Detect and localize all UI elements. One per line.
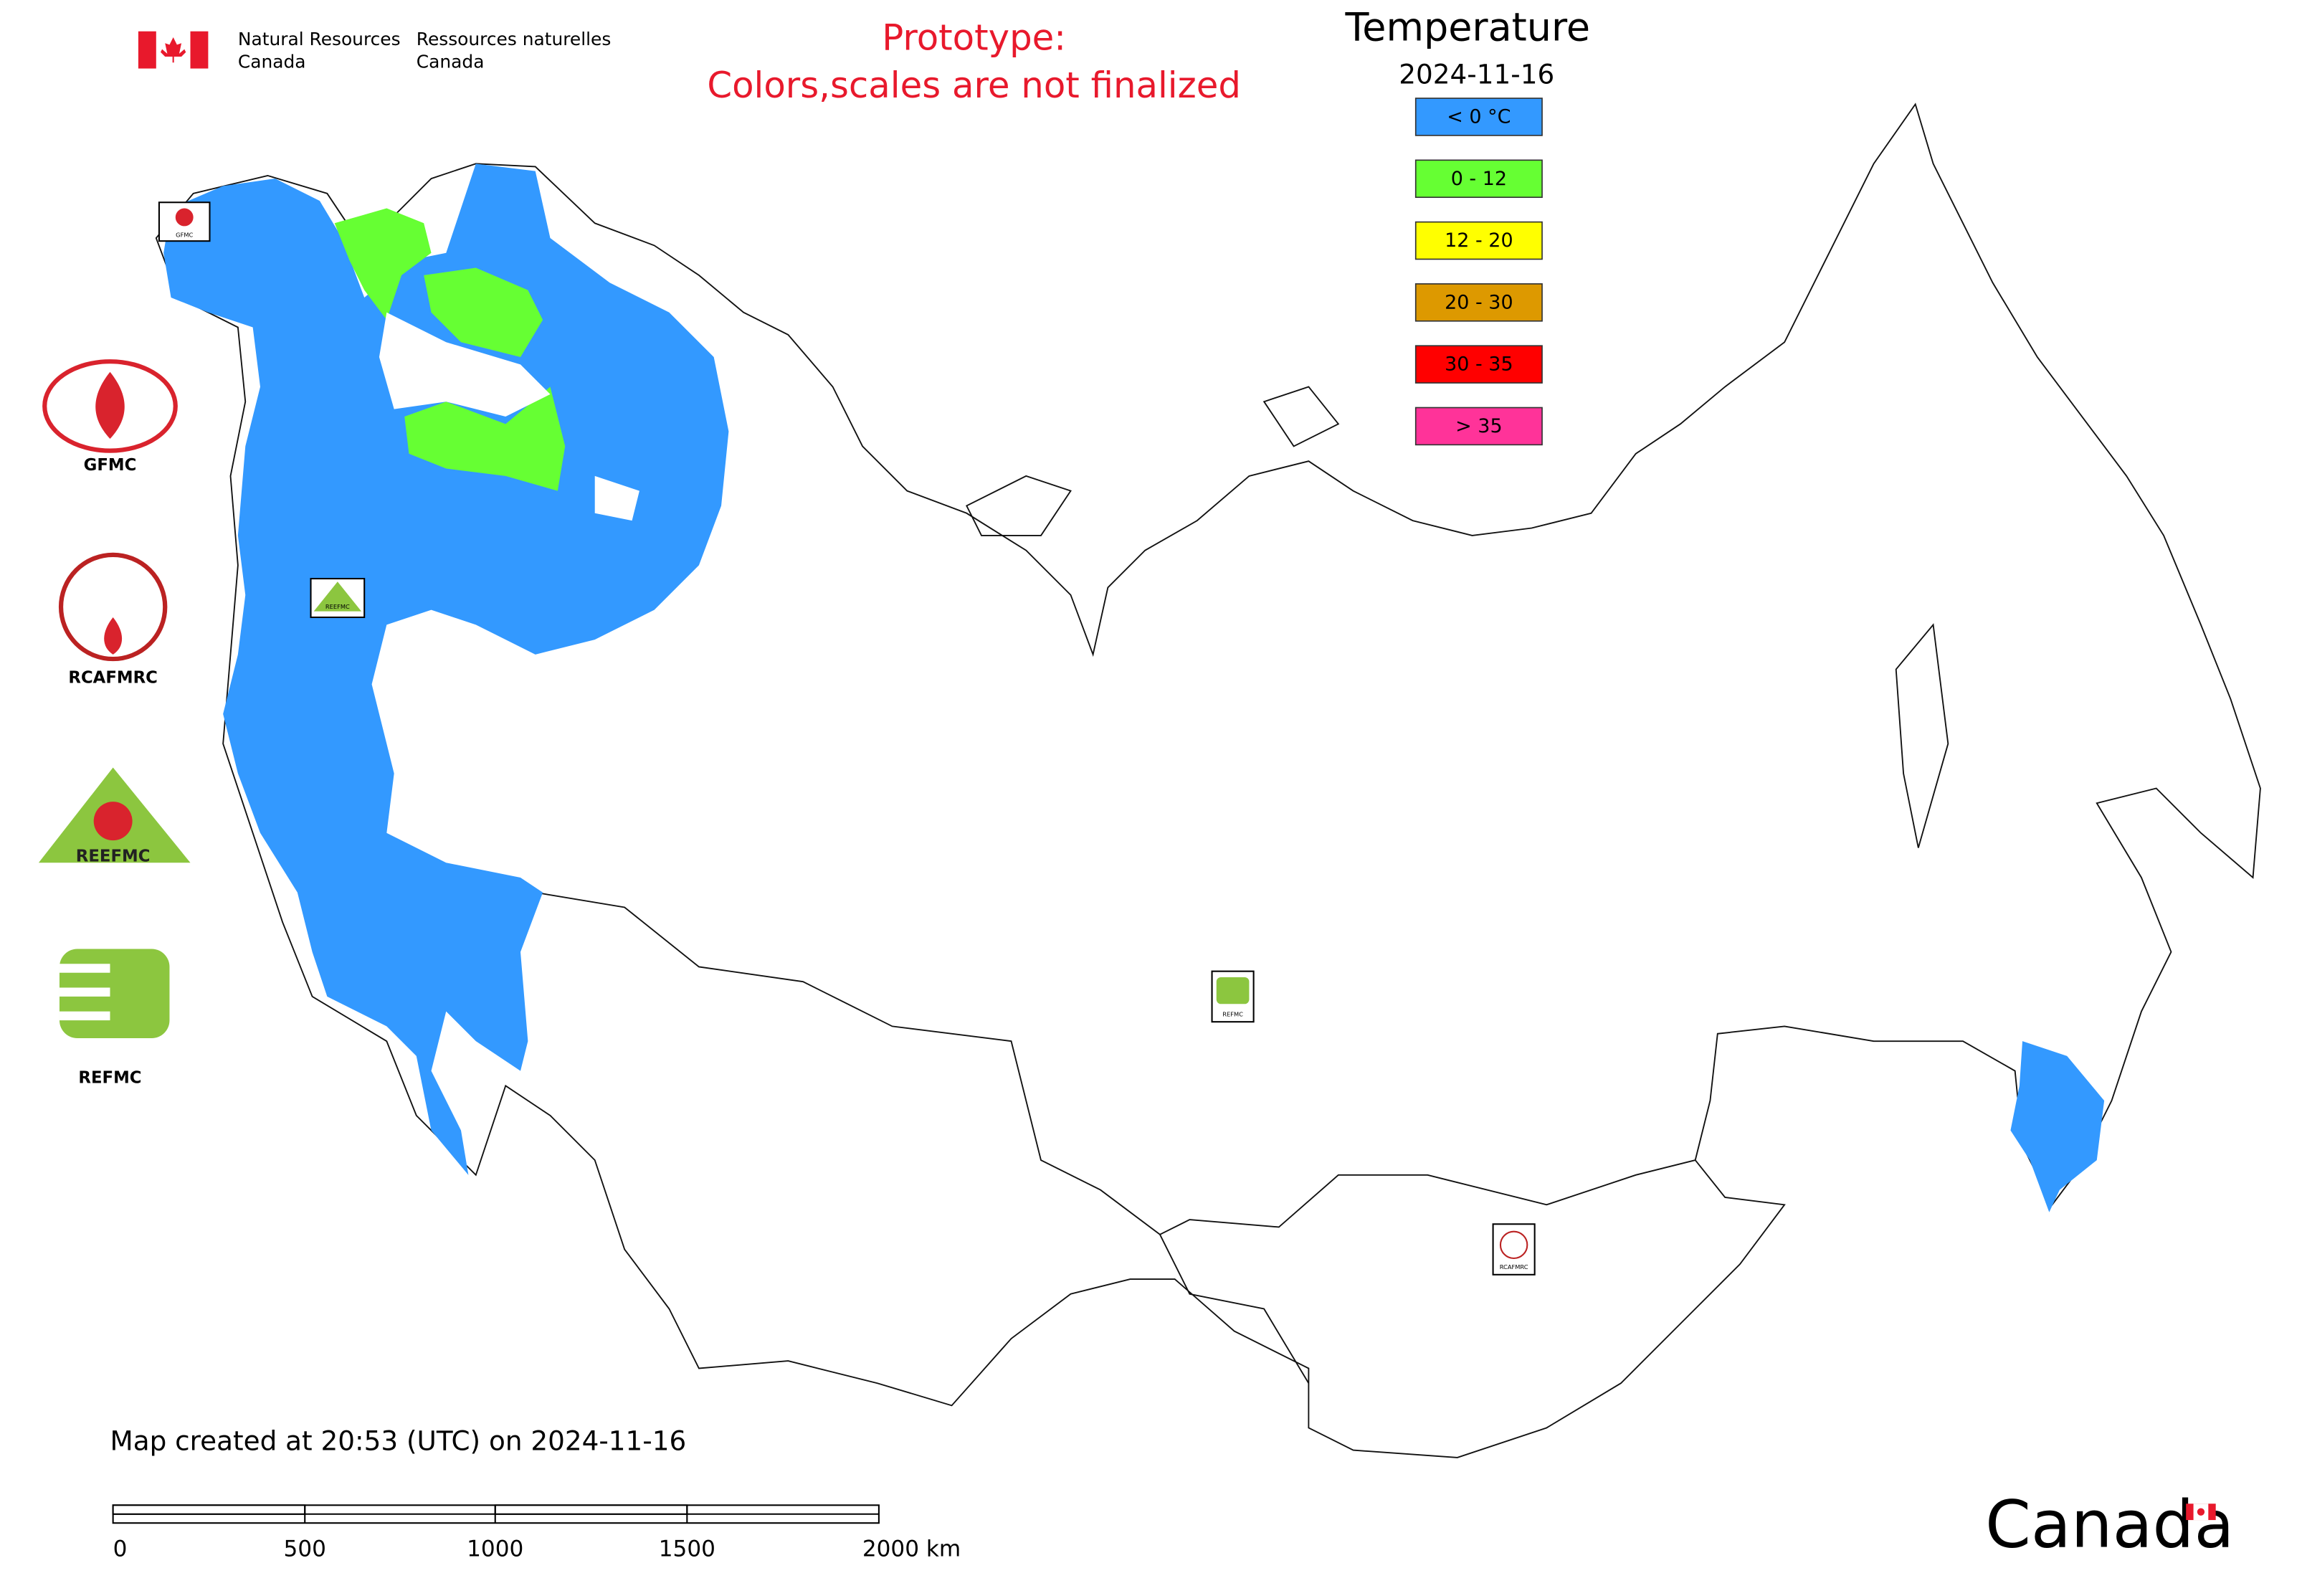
agency-name: Canada	[238, 51, 306, 72]
wordmark: Canada	[1985, 1486, 2234, 1562]
refmc-stripe	[59, 1011, 110, 1021]
legend-swatch	[1414, 407, 1543, 446]
marker-icon	[1499, 1230, 1528, 1260]
marker-icon	[313, 581, 362, 612]
wordmark-leaf	[2197, 1508, 2205, 1516]
gfmc-flame	[95, 371, 125, 440]
legend: Temperature 2024-11-16 < 0 °C 0 - 12 12 - …	[1345, 4, 1591, 446]
marker-label: REFMC	[1222, 1010, 1243, 1017]
region-0-12	[334, 208, 432, 320]
agency-name: Canada	[417, 51, 485, 72]
scale-segment	[112, 1504, 306, 1515]
legend-swatch	[1414, 283, 1543, 322]
marker-label: GFMC	[176, 231, 193, 238]
island-outline	[1895, 623, 1949, 848]
region-below-zero	[2010, 1041, 2105, 1212]
legend-label: 20 - 30	[1445, 291, 1513, 313]
legend-title: Temperature	[1345, 4, 1591, 49]
nrcan-signature: Natural Resources Canada Ressources natu…	[138, 29, 611, 72]
legend-swatch	[1414, 98, 1543, 136]
lake	[594, 475, 639, 521]
logos: GFMC RCAFMRC REEFMC REFMC	[38, 359, 191, 1088]
legend-label: 0 - 12	[1451, 168, 1507, 190]
border	[1159, 1234, 1310, 1384]
notice: Prototype:	[882, 17, 1066, 59]
refmc-stripe	[59, 964, 110, 973]
maple-leaf	[161, 37, 186, 63]
region-0-12	[404, 386, 566, 491]
landmass-outline	[155, 103, 2261, 1458]
scale-label: 500	[284, 1536, 326, 1562]
logo-label: GFMC	[84, 456, 137, 475]
legend-date: 2024-11-16	[1399, 58, 1554, 90]
border	[535, 891, 1695, 1235]
flag-bar	[138, 31, 156, 69]
reefmc-emblem	[93, 802, 133, 841]
marker-label: RCAFMRC	[1500, 1263, 1528, 1270]
agency-name: Natural Resources	[238, 29, 401, 49]
region-0-12	[424, 267, 543, 357]
scale-segment	[494, 1504, 688, 1515]
rcafmrc-flame	[104, 617, 123, 655]
scale-label: 1000	[467, 1536, 523, 1562]
logo-label: REEFMC	[76, 847, 151, 865]
marker-label: REEFMC	[325, 603, 350, 610]
legend-swatch	[1414, 159, 1543, 199]
legend-swatch	[1414, 221, 1543, 260]
logo-label: RCAFMRC	[68, 669, 157, 688]
legend-label: 12 - 20	[1445, 229, 1513, 252]
legend-swatch	[1414, 345, 1543, 384]
legend-label: > 35	[1455, 415, 1502, 437]
scale-label: 2000 km	[862, 1536, 961, 1562]
rcafmrc-logo	[58, 552, 168, 662]
marker-icon	[175, 208, 194, 227]
island-outline	[1262, 386, 1340, 447]
legend-label: 30 - 35	[1445, 353, 1513, 376]
scale-label: 1500	[659, 1536, 715, 1562]
created-note: Map created at 20:53 (UTC) on 2024-11-16	[110, 1425, 686, 1457]
island-outline	[966, 475, 1072, 536]
markers: GFMC REEFMC REFMC RCAFMRC	[158, 201, 1536, 1276]
logo-label: REFMC	[78, 1069, 141, 1088]
refmc-stripe	[59, 987, 110, 997]
white-sea	[379, 312, 551, 417]
scale-bar: 0 500 1000 1500 2000 km	[112, 1504, 961, 1562]
marker-icon	[1216, 977, 1250, 1004]
agency-name: Ressources naturelles	[417, 29, 612, 49]
notice: Colors,scales are not finalized	[707, 65, 1241, 106]
legend-label: < 0 °C	[1447, 106, 1511, 128]
flag-bar	[190, 31, 209, 69]
canada-wordmark: Canada	[1985, 1486, 2234, 1562]
scale-label: 0	[113, 1536, 128, 1562]
